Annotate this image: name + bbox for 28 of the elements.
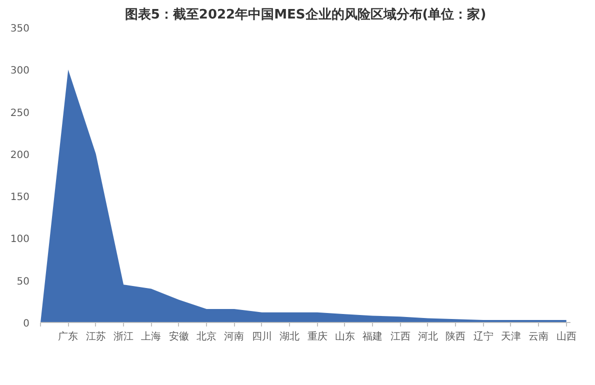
x-tick-label: 山东 [334, 330, 355, 342]
x-tick-label: 云南 [528, 330, 549, 342]
x-tick-label: 湖北 [280, 330, 300, 342]
y-tick-label: 300 [10, 66, 30, 77]
x-tick-label: 天津 [500, 330, 521, 342]
y-tick-label: 50 [16, 276, 30, 288]
y-tick-label: 250 [10, 108, 30, 119]
y-tick-label: 200 [10, 150, 30, 161]
x-tick-label: 辽宁 [473, 330, 494, 342]
chart-title: 图表5：截至2022年中国MES企业的风险区域分布(单位：家) [124, 6, 486, 22]
y-tick-label: 150 [10, 192, 30, 204]
x-tick-label: 福建 [362, 330, 383, 342]
x-tick-label: 江西 [390, 330, 410, 342]
x-tick-label: 浙江 [114, 330, 134, 342]
x-tick-label: 山西 [556, 330, 576, 342]
y-tick-label: 100 [10, 234, 30, 246]
x-tick-label: 北京 [196, 330, 217, 342]
x-tick-label: 上海 [141, 330, 162, 342]
x-tick-label: 河北 [418, 330, 438, 342]
x-tick-label: 四川 [252, 330, 272, 342]
y-tick-label: 0 [23, 318, 30, 330]
x-tick-label: 安徽 [168, 330, 189, 342]
x-tick-label: 河南 [224, 330, 244, 342]
x-tick-label: 陕西 [446, 330, 466, 342]
y-tick-label: 350 [10, 24, 30, 34]
x-tick-label: 重庆 [307, 330, 328, 342]
x-tick-label: 广东 [58, 330, 78, 342]
x-tick-label: 江苏 [86, 330, 106, 342]
